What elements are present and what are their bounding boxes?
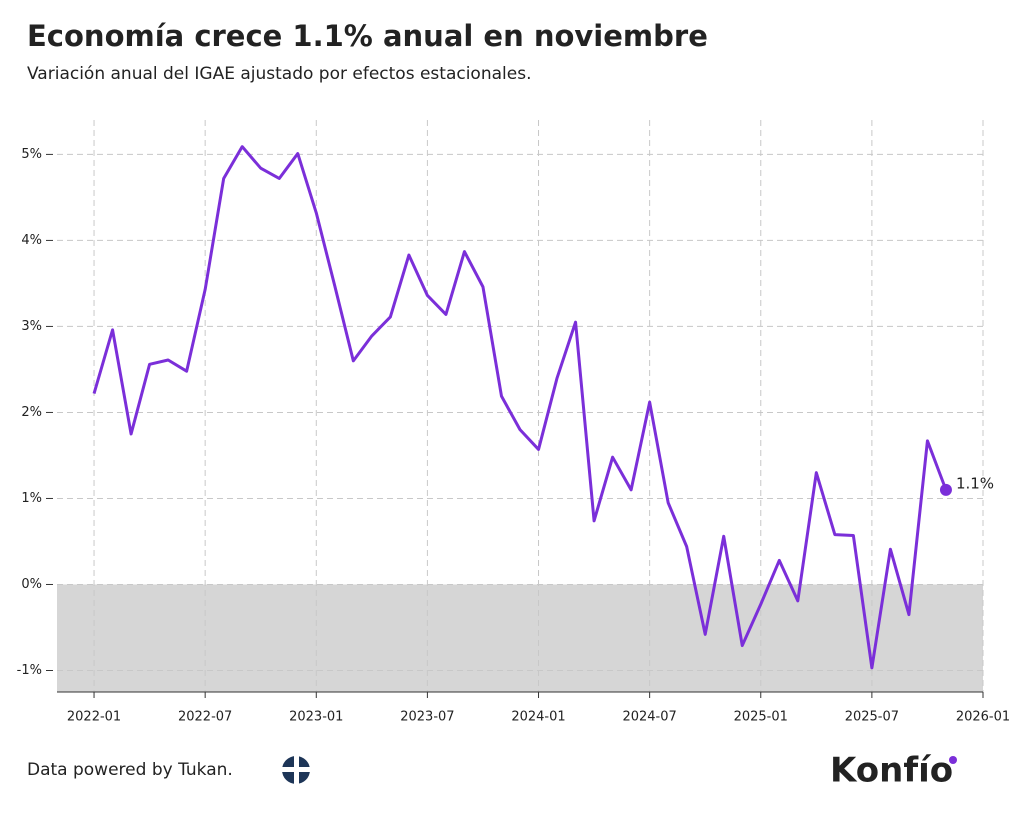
y-tick-label: 2% bbox=[21, 405, 42, 420]
x-tick-label: 2025-07 bbox=[845, 710, 899, 725]
y-tick-label: -1% bbox=[17, 663, 42, 678]
x-tick-label: 2025-01 bbox=[734, 710, 788, 725]
logo-dot bbox=[949, 756, 957, 764]
x-tick-label: 2024-01 bbox=[511, 710, 565, 725]
chart-subtitle: Variación anual del IGAE ajustado por ef… bbox=[27, 64, 531, 84]
negative-region bbox=[57, 584, 983, 692]
x-tick-label: 2024-07 bbox=[622, 710, 676, 725]
x-tick-label: 2023-01 bbox=[289, 710, 343, 725]
y-tick-label: 4% bbox=[21, 233, 42, 248]
end-point bbox=[939, 483, 952, 496]
line bbox=[92, 145, 948, 670]
y-tick-label: 0% bbox=[21, 577, 42, 592]
logo: Konfío bbox=[830, 751, 953, 791]
x-tick-label: 2022-07 bbox=[178, 710, 232, 725]
y-tick-label: 1% bbox=[21, 491, 42, 506]
x-tick-label: 2023-07 bbox=[400, 710, 454, 725]
chart-title: Economía crece 1.1% anual en noviembre bbox=[27, 19, 708, 53]
end-label: 1.1% bbox=[956, 474, 994, 492]
tukan-icon bbox=[282, 756, 310, 784]
y-tick-label: 3% bbox=[21, 319, 42, 334]
y-tick-label: 5% bbox=[21, 147, 42, 162]
x-tick-label: 2026-01 bbox=[956, 710, 1010, 725]
source: Data powered by Tukan. bbox=[27, 760, 233, 780]
x-tick-label: 2022-01 bbox=[67, 710, 121, 725]
